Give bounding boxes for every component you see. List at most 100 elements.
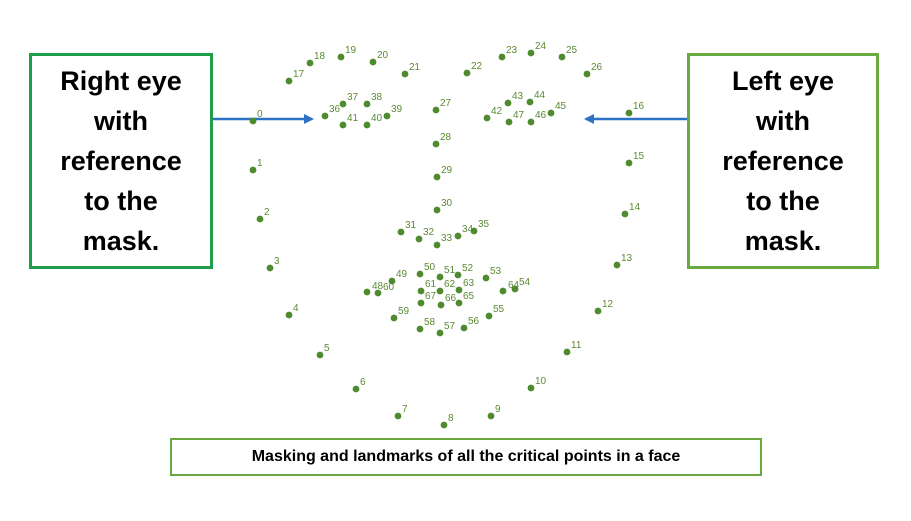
landmark-label-63: 63 xyxy=(463,278,475,289)
landmark-label-36: 36 xyxy=(329,104,341,115)
landmark-point-59 xyxy=(390,314,398,322)
landmark-point-62 xyxy=(436,287,444,295)
landmark-point-30 xyxy=(433,206,441,214)
landmark-point-2 xyxy=(256,215,264,223)
landmark-label-3: 3 xyxy=(274,256,280,267)
landmark-point-52 xyxy=(454,271,462,279)
landmark-label-35: 35 xyxy=(478,219,490,230)
landmark-label-52: 52 xyxy=(462,263,474,274)
landmark-label-39: 39 xyxy=(391,104,403,115)
landmark-label-21: 21 xyxy=(409,62,421,73)
landmark-label-64: 64 xyxy=(508,280,520,291)
landmark-point-33 xyxy=(433,241,441,249)
landmark-label-58: 58 xyxy=(424,317,436,328)
landmark-point-46 xyxy=(527,118,535,126)
landmark-label-7: 7 xyxy=(402,404,408,415)
landmark-point-44 xyxy=(526,98,534,106)
landmark-label-27: 27 xyxy=(440,98,452,109)
landmark-label-11: 11 xyxy=(571,340,582,351)
landmark-point-39 xyxy=(383,112,391,120)
landmark-label-22: 22 xyxy=(471,61,483,72)
landmark-point-60 xyxy=(374,289,382,297)
landmark-point-41 xyxy=(339,121,347,129)
landmark-point-24 xyxy=(527,49,535,57)
landmark-point-65 xyxy=(455,299,463,307)
landmark-point-1 xyxy=(249,166,257,174)
landmark-point-47 xyxy=(505,118,513,126)
landmark-point-67 xyxy=(417,299,425,307)
landmark-label-19: 19 xyxy=(345,45,357,56)
landmark-point-56 xyxy=(460,324,468,332)
landmark-point-48 xyxy=(363,288,371,296)
landmark-point-19 xyxy=(337,53,345,61)
landmark-point-13 xyxy=(613,261,621,269)
landmark-label-13: 13 xyxy=(621,253,633,264)
landmark-point-4 xyxy=(285,311,293,319)
landmark-label-62: 62 xyxy=(444,279,456,290)
landmark-label-66: 66 xyxy=(445,293,457,304)
landmark-point-35 xyxy=(470,227,478,235)
landmark-point-26 xyxy=(583,70,591,78)
landmark-label-48: 48 xyxy=(372,281,384,292)
landmark-label-42: 42 xyxy=(491,106,503,117)
landmark-point-50 xyxy=(416,270,424,278)
landmark-label-55: 55 xyxy=(493,304,505,315)
landmark-point-38 xyxy=(363,100,371,108)
caption-box: Masking and landmarks of all the critica… xyxy=(170,438,762,476)
landmark-point-36 xyxy=(321,112,329,120)
landmark-point-27 xyxy=(432,106,440,114)
landmark-point-32 xyxy=(415,235,423,243)
landmark-label-38: 38 xyxy=(371,92,383,103)
caption-text: Masking and landmarks of all the critica… xyxy=(251,448,681,465)
landmark-label-1: 1 xyxy=(257,158,263,169)
landmark-label-40: 40 xyxy=(371,113,383,124)
landmark-point-66 xyxy=(437,301,445,309)
landmark-label-17: 17 xyxy=(293,69,305,80)
landmark-label-43: 43 xyxy=(512,91,524,102)
landmark-label-8: 8 xyxy=(448,413,454,424)
landmark-label-37: 37 xyxy=(347,92,359,103)
landmark-point-25 xyxy=(558,53,566,61)
landmark-label-4: 4 xyxy=(293,303,299,314)
landmark-point-5 xyxy=(316,351,324,359)
landmark-point-43 xyxy=(504,99,512,107)
landmark-label-24: 24 xyxy=(535,41,547,52)
landmark-point-37 xyxy=(339,100,347,108)
landmark-point-49 xyxy=(388,277,396,285)
landmark-label-20: 20 xyxy=(377,50,389,61)
landmark-point-6 xyxy=(352,385,360,393)
landmark-label-60: 60 xyxy=(383,282,395,293)
landmark-label-61: 61 xyxy=(425,279,437,290)
landmark-label-12: 12 xyxy=(602,299,614,310)
landmark-point-34 xyxy=(454,232,462,240)
landmark-label-25: 25 xyxy=(566,45,578,56)
left-eye-reference-box: Left eye with reference to the mask. xyxy=(687,53,879,269)
landmark-point-31 xyxy=(397,228,405,236)
landmark-label-50: 50 xyxy=(424,262,436,273)
landmark-label-6: 6 xyxy=(360,377,366,388)
landmark-label-14: 14 xyxy=(629,202,641,213)
landmark-label-0: 0 xyxy=(257,109,263,120)
landmark-point-11 xyxy=(563,348,571,356)
landmark-point-63 xyxy=(455,286,463,294)
landmark-label-46: 46 xyxy=(535,110,547,121)
landmark-point-42 xyxy=(483,114,491,122)
landmark-point-3 xyxy=(266,264,274,272)
landmark-point-54 xyxy=(511,285,519,293)
landmark-label-9: 9 xyxy=(495,404,501,415)
landmark-label-15: 15 xyxy=(633,151,645,162)
landmark-point-55 xyxy=(485,312,493,320)
landmark-label-59: 59 xyxy=(398,306,410,317)
landmark-point-0 xyxy=(249,117,257,125)
landmark-label-31: 31 xyxy=(405,220,417,231)
landmark-label-67: 67 xyxy=(425,291,437,302)
landmark-label-45: 45 xyxy=(555,101,567,112)
landmark-point-21 xyxy=(401,70,409,78)
landmark-label-18: 18 xyxy=(314,51,326,62)
landmark-label-51: 51 xyxy=(444,265,456,276)
landmark-point-20 xyxy=(369,58,377,66)
landmark-point-61 xyxy=(417,287,425,295)
right-eye-reference-box: Right eye with reference to the mask. xyxy=(29,53,213,269)
landmark-point-7 xyxy=(394,412,402,420)
